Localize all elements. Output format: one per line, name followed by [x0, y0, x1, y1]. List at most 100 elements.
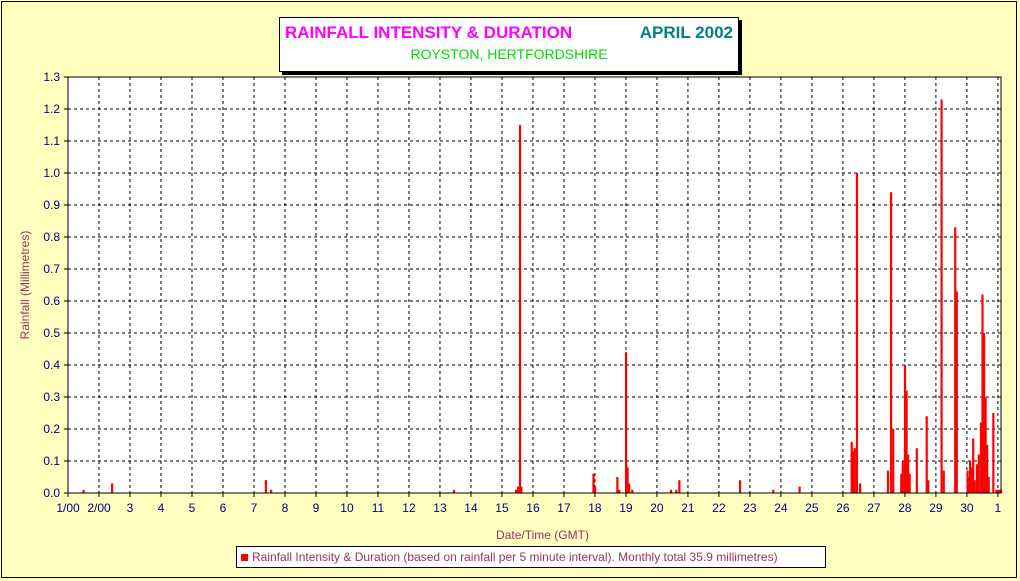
x-tick-label: 22	[712, 501, 726, 515]
rainfall-bar	[624, 352, 628, 493]
y-tick-label: 0.4	[43, 358, 60, 372]
x-tick-label: 24	[774, 501, 788, 515]
rainfall-bar	[739, 480, 742, 493]
rainfall-bar	[992, 413, 995, 493]
rainfall-bar	[942, 470, 945, 493]
chart-title-box: RAINFALL INTENSITY & DURATION APRIL 2002…	[279, 17, 739, 72]
rainfall-bar	[618, 489, 621, 493]
y-tick-label: 0.2	[43, 422, 60, 436]
rainfall-bar	[984, 397, 987, 493]
rainfall-bar	[905, 390, 908, 493]
x-tick-label: 27	[867, 501, 881, 515]
rainfall-bar	[915, 448, 918, 493]
x-tick-label: 6	[220, 501, 227, 515]
x-tick-label: 1/00	[56, 501, 80, 515]
rainfall-bar	[977, 454, 980, 493]
rainfall-bar	[982, 333, 986, 493]
y-tick-label: 0.7	[43, 262, 60, 276]
rainfall-bar	[626, 467, 629, 493]
rainfall-bar	[111, 483, 114, 493]
rainfall-bar	[892, 429, 895, 493]
y-tick-label: 0.8	[43, 230, 60, 244]
rainfall-bar	[900, 473, 903, 493]
rainfall-bar	[514, 489, 518, 493]
x-tick-label: 29	[929, 501, 943, 515]
x-tick-label: 11	[372, 501, 385, 515]
y-tick-label: 1.1	[43, 134, 60, 148]
rainfall-bar	[979, 422, 983, 493]
rainfall-bar	[908, 473, 911, 493]
rainfall-bar	[858, 483, 862, 493]
x-tick-label: 28	[898, 501, 912, 515]
rainfall-bar	[907, 454, 910, 493]
rainfall-bar	[970, 467, 973, 493]
rainfall-bar	[996, 489, 1000, 493]
y-tick-label: 0.9	[43, 198, 60, 212]
legend: Rainfall Intensity & Duration (based on …	[236, 546, 826, 568]
x-tick-label: 3	[127, 501, 134, 515]
x-tick-label: 18	[588, 501, 602, 515]
rainfall-bar	[855, 173, 859, 493]
rainfall-bar	[986, 445, 989, 493]
x-tick-label: 10	[340, 501, 354, 515]
legend-label: Rainfall Intensity & Duration (based on …	[252, 550, 778, 564]
y-tick-label: 1.3	[43, 70, 60, 84]
x-tick-label: 17	[557, 501, 571, 515]
x-tick-label: 5	[189, 501, 196, 515]
rainfall-bar	[520, 486, 523, 493]
y-axis-label: Rainfall (Millimetres)	[18, 230, 32, 340]
rainfall-bar	[925, 416, 928, 493]
rainfall-bar	[850, 441, 853, 493]
x-tick-label: 14	[464, 501, 478, 515]
y-tick-label: 1.2	[43, 102, 60, 116]
rainfall-bar	[616, 477, 619, 493]
y-tick-label: 0.0	[43, 486, 60, 500]
x-tick-label: 9	[313, 501, 320, 515]
rainfall-bar	[981, 294, 984, 493]
rainfall-bar	[517, 486, 520, 493]
chart-title-month: APRIL 2002	[639, 23, 733, 42]
rainfall-bar	[995, 489, 998, 493]
rainfall-bar	[853, 448, 856, 493]
rainfall-bar	[675, 489, 678, 493]
rainfall-bar	[967, 477, 970, 493]
rainfall-bar	[270, 489, 273, 493]
x-tick-label: 23	[743, 501, 757, 515]
rainfall-bar	[940, 99, 943, 494]
x-tick-label: 7	[251, 501, 258, 515]
x-tick-label: 1	[995, 501, 1002, 515]
y-tick-label: 1.0	[43, 166, 60, 180]
x-tick-label: 12	[402, 501, 416, 515]
x-tick-label: 13	[433, 501, 447, 515]
x-tick-label: 30	[960, 501, 974, 515]
x-tick-label: 8	[282, 501, 289, 515]
chart-subtitle: ROYSTON, HERTFORDSHIRE	[410, 46, 608, 62]
rainfall-bar	[966, 470, 969, 493]
rainfall-bar	[851, 451, 855, 493]
x-tick-label: 4	[158, 501, 165, 515]
chart-title: RAINFALL INTENSITY & DURATION	[285, 23, 573, 42]
y-tick-label: 0.6	[43, 294, 60, 308]
rainfall-bar	[886, 470, 890, 493]
rainfall-bar	[901, 461, 904, 493]
rainfall-bar	[772, 489, 775, 493]
x-tick-label: 25	[805, 501, 819, 515]
legend-swatch	[241, 554, 248, 562]
plot-border	[67, 76, 1002, 494]
rainfall-bar	[927, 480, 930, 493]
rainfall-bar	[972, 438, 975, 493]
y-tick-label: 0.3	[43, 390, 60, 404]
rainfall-bar	[631, 489, 634, 493]
rainfall-bar	[955, 291, 958, 493]
rainfall-bar	[998, 489, 1001, 493]
rainfall-bar	[903, 365, 907, 493]
rainfall-bar	[264, 480, 267, 493]
x-tick-label: 16	[526, 501, 540, 515]
plot-background	[67, 76, 1002, 494]
rainfall-bar	[518, 125, 522, 493]
rainfall-bar	[969, 461, 972, 493]
rainfall-bar	[452, 489, 456, 493]
rainfall-bar	[798, 486, 801, 493]
